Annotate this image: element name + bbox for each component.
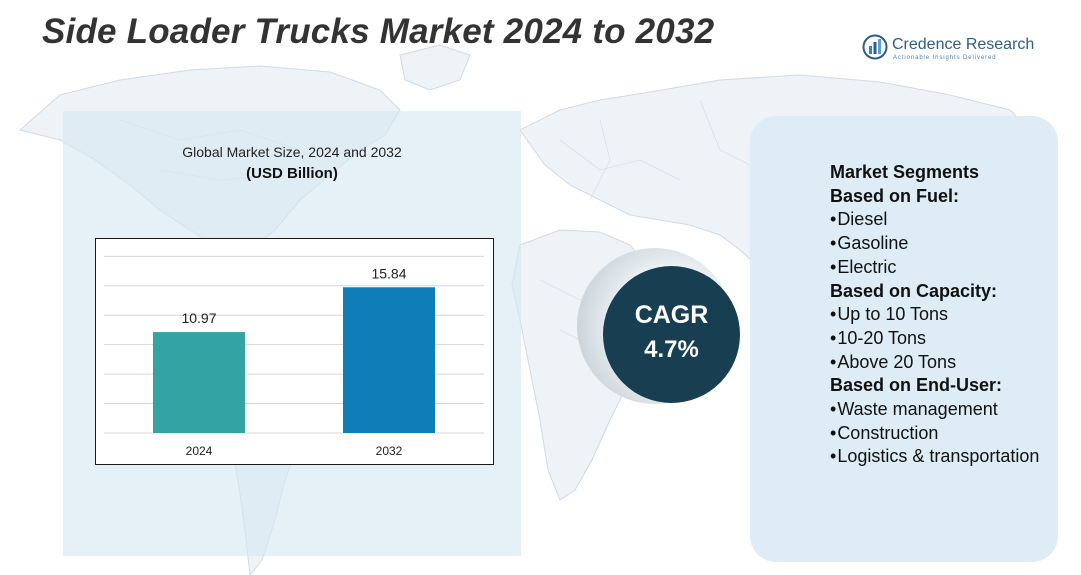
fuel-item: •Diesel bbox=[830, 208, 1045, 232]
credence-research-logo: Credence Research Actionable Insights De… bbox=[862, 34, 1037, 64]
bullet: • bbox=[830, 256, 837, 277]
bullet: • bbox=[830, 327, 837, 348]
capacity-item-label: Above 20 Tons bbox=[837, 351, 957, 372]
logo-bars-icon bbox=[862, 34, 888, 60]
market-segments-panel: Market Segments Based on Fuel: •Diesel •… bbox=[750, 116, 1058, 562]
logo-tagline: Actionable Insights Delivered bbox=[893, 55, 997, 61]
fuel-item-label: Electric bbox=[837, 256, 897, 277]
enduser-item-label: Waste management bbox=[837, 399, 998, 420]
segments-list: Market Segments Based on Fuel: •Diesel •… bbox=[830, 161, 1045, 469]
page-title: Side Loader Trucks Market 2024 to 2032 bbox=[42, 12, 715, 51]
data-label-2024: 10.97 bbox=[181, 310, 216, 326]
capacity-item-label: Up to 10 Tons bbox=[837, 304, 949, 325]
x-tick-label-2024: 2024 bbox=[186, 444, 213, 458]
enduser-item: •Logistics & transportation bbox=[830, 445, 1045, 469]
enduser-item-label: Construction bbox=[837, 422, 939, 443]
capacity-item: •10-20 Tons bbox=[830, 327, 1045, 351]
x-tick-label-2032: 2032 bbox=[376, 444, 403, 458]
bar-chart: 10.97 2024 15.84 2032 bbox=[95, 238, 494, 465]
fuel-item-label: Diesel bbox=[837, 209, 888, 230]
bullet: • bbox=[830, 446, 837, 467]
fuel-item: •Gasoline bbox=[830, 232, 1045, 256]
bullet: • bbox=[830, 399, 837, 420]
fuel-item-label: Gasoline bbox=[837, 233, 909, 254]
capacity-item-label: 10-20 Tons bbox=[837, 327, 927, 348]
chart-title: Global Market Size, 2024 and 2032 bbox=[182, 144, 402, 160]
bullet: • bbox=[830, 351, 837, 372]
bar-2024 bbox=[153, 332, 245, 433]
bar-chart-svg: 10.97 2024 15.84 2032 bbox=[104, 255, 484, 458]
capacity-item: •Above 20 Tons bbox=[830, 351, 1045, 375]
bullet: • bbox=[830, 209, 837, 230]
chart-unit-label: (USD Billion) bbox=[246, 165, 338, 182]
bar-2032 bbox=[343, 287, 435, 433]
cagr-value: 4.7% bbox=[644, 336, 699, 363]
cagr-label: CAGR bbox=[634, 301, 709, 329]
enduser-item: •Construction bbox=[830, 422, 1045, 446]
fuel-item: •Electric bbox=[830, 256, 1045, 280]
capacity-heading: Based on Capacity: bbox=[830, 280, 998, 301]
bullet: • bbox=[830, 422, 837, 443]
cagr-badge: CAGR 4.7% bbox=[603, 266, 740, 403]
segments-heading: Market Segments bbox=[830, 162, 980, 182]
data-label-2032: 15.84 bbox=[371, 265, 406, 281]
bullet: • bbox=[830, 233, 837, 254]
bullet: • bbox=[830, 304, 837, 325]
enduser-item: •Waste management bbox=[830, 398, 1045, 422]
capacity-item: •Up to 10 Tons bbox=[830, 303, 1045, 327]
enduser-item-label: Logistics & transportation bbox=[837, 446, 1040, 467]
enduser-heading: Based on End-User: bbox=[830, 375, 1003, 396]
fuel-heading: Based on Fuel: bbox=[830, 185, 960, 206]
logo-name: Credence Research bbox=[892, 36, 1035, 53]
